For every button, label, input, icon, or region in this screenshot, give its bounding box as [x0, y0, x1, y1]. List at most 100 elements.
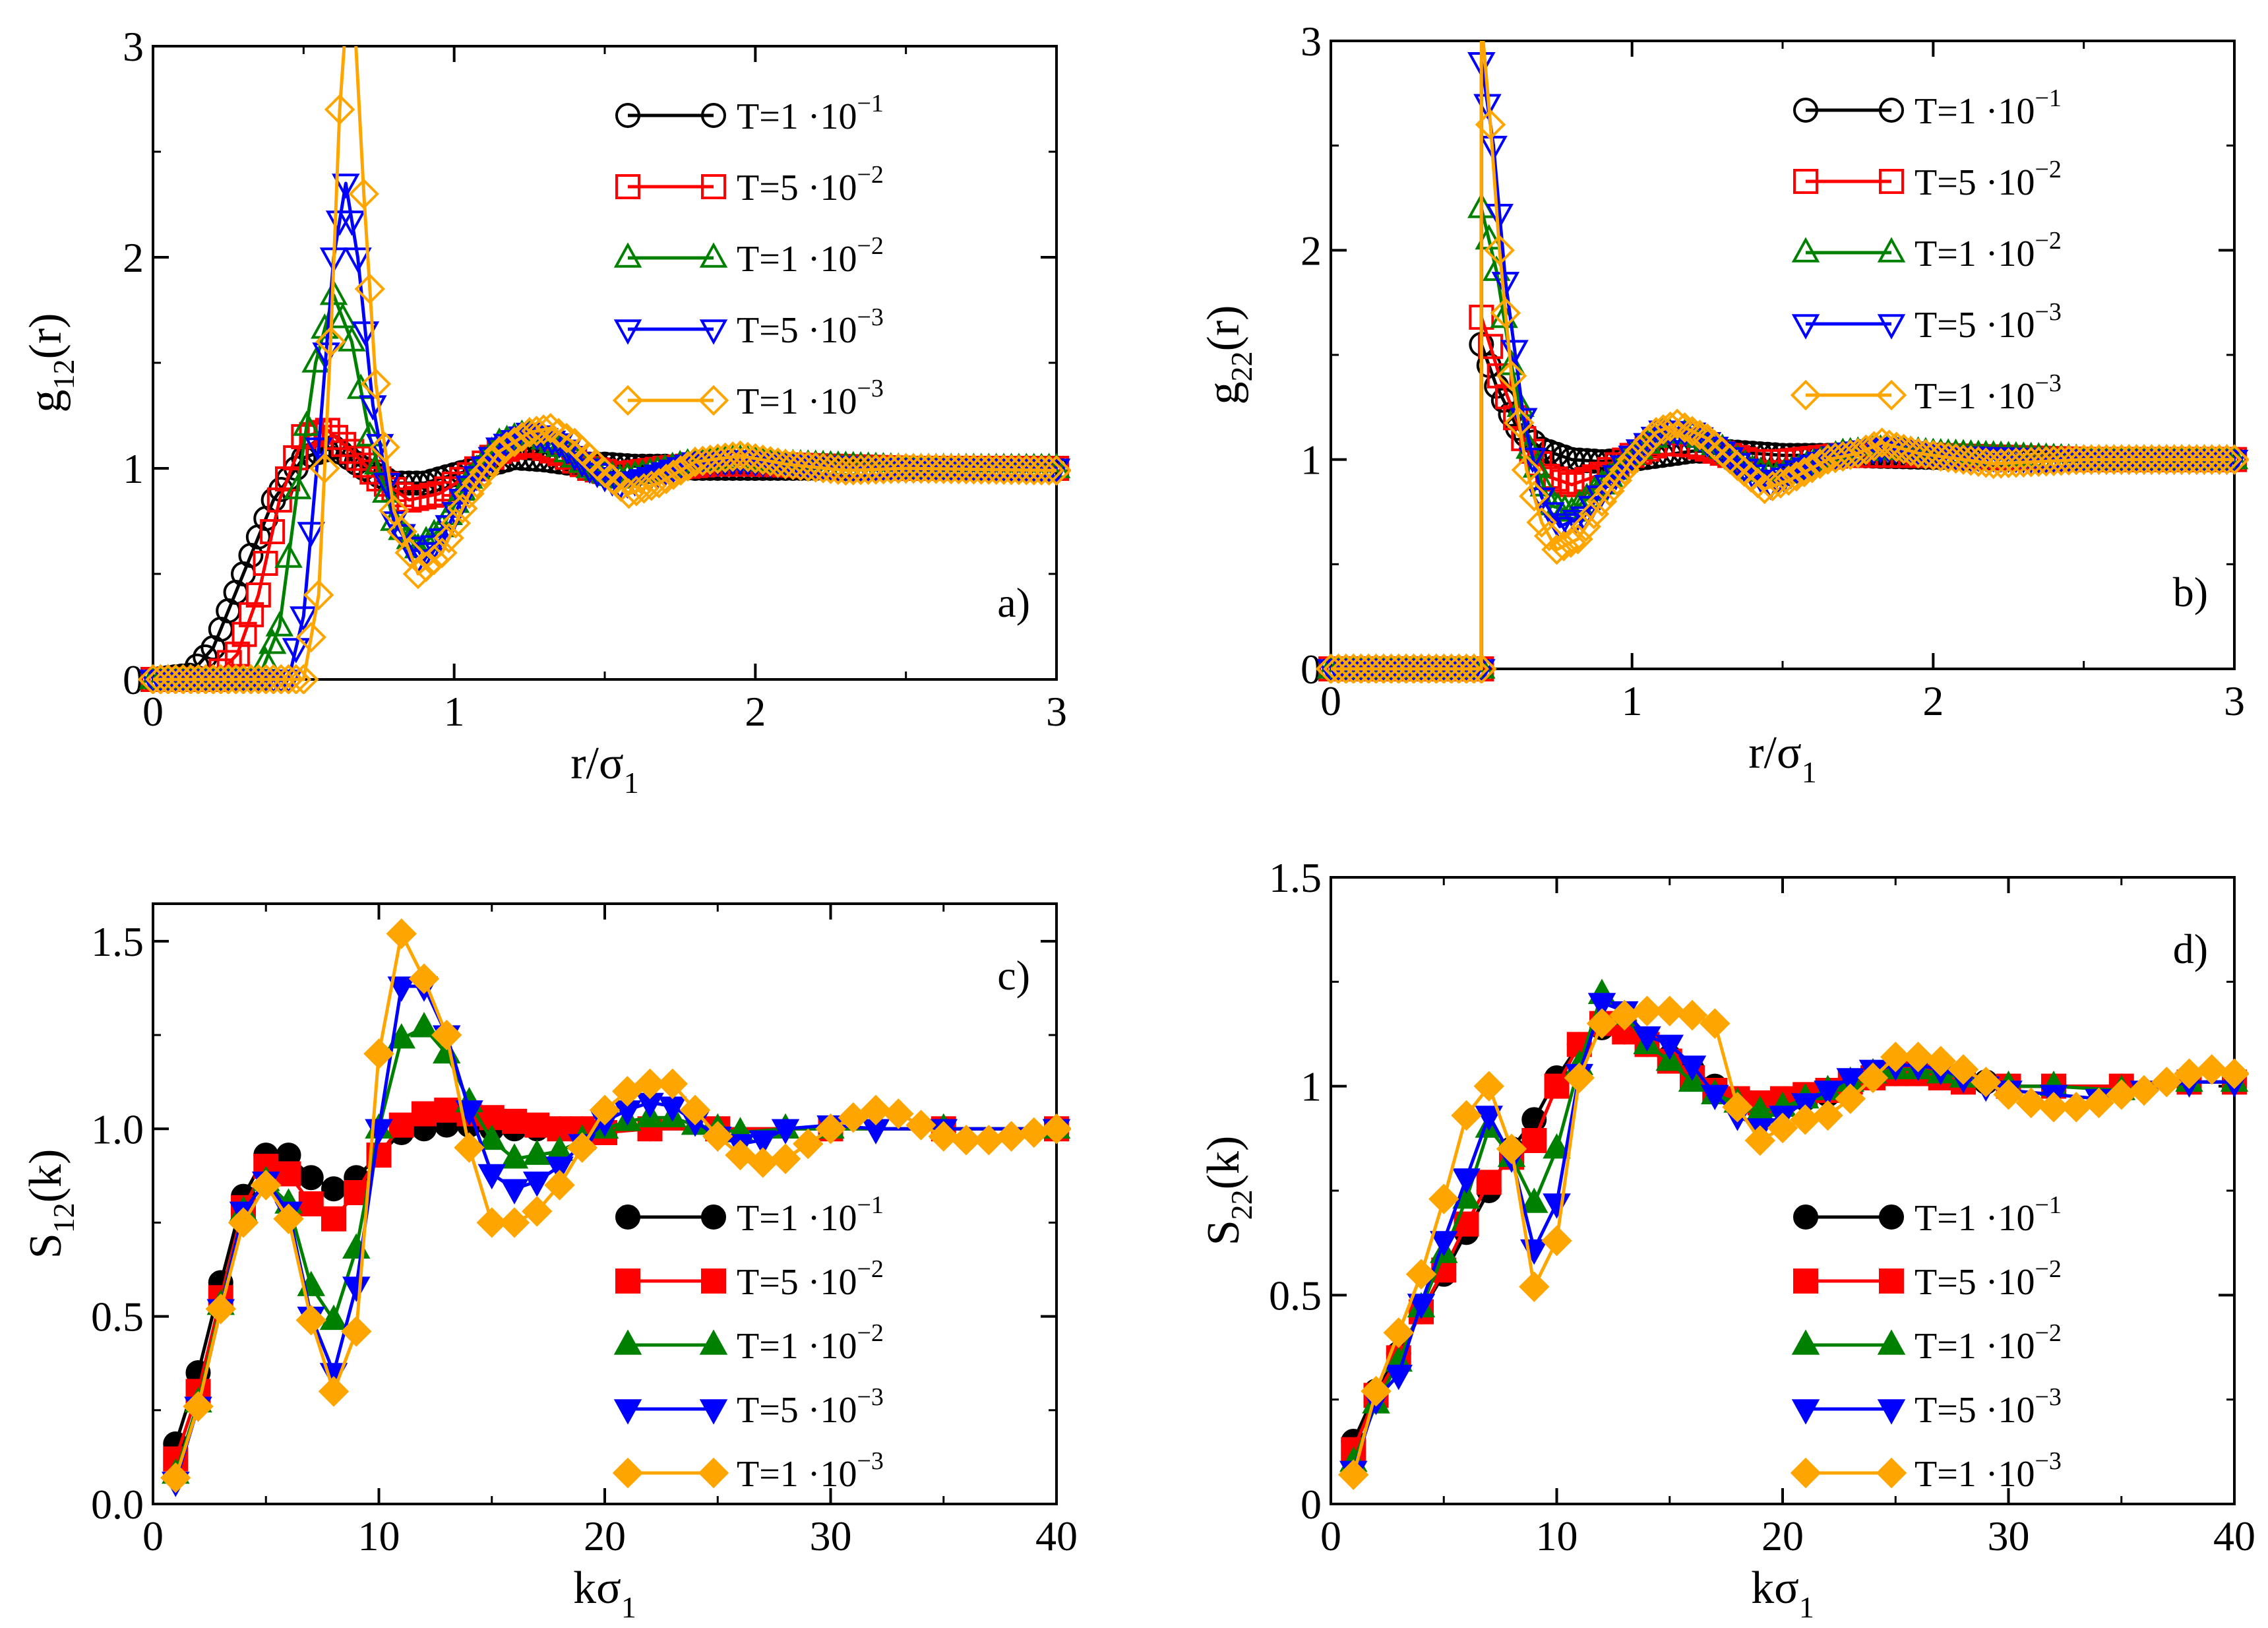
- data-point: [1468, 7, 1495, 34]
- data-point: [386, 516, 417, 548]
- x-tick-label: 20: [584, 1513, 626, 1559]
- legend-entry-T5e-2: T=5 ·10−2: [1793, 1255, 2062, 1303]
- legend-label-exp: −2: [857, 1255, 883, 1283]
- data-point: [1491, 272, 1520, 297]
- data-point: [1368, 653, 1399, 683]
- data-point: [1781, 460, 1812, 492]
- data-point: [1479, 135, 1508, 162]
- data-point: [1796, 453, 1827, 484]
- data-point: [658, 459, 689, 490]
- data-point: [1011, 454, 1042, 485]
- series-line: [153, 46, 1057, 681]
- y-tick-label: 0.5: [1269, 1272, 1322, 1319]
- x-axis-title: r/σ1: [570, 738, 639, 799]
- series-line: [1351, 992, 2234, 1463]
- data-point: [868, 453, 899, 485]
- data-point: [500, 1143, 529, 1169]
- x-axis-title-sub: 1: [1799, 1590, 1814, 1624]
- data-point: [1345, 653, 1376, 683]
- data-point: [815, 1113, 846, 1144]
- legend: T=1 ·10−1 T=5 ·10−2 T=1 ·10−2 T=5 ·10−3 T=1 …: [1790, 84, 2062, 417]
- legend-marker: [701, 103, 726, 128]
- data-point: [388, 1112, 414, 1138]
- y-tick-label: 3: [123, 23, 144, 70]
- data-point: [1518, 447, 1547, 474]
- plot-frame: [1330, 40, 2236, 670]
- legend-entry-T1e-2: T=1 ·10−2: [613, 1319, 884, 1367]
- legend-label: T=1 ·10−2: [1915, 1319, 2062, 1367]
- data-point: [1451, 1100, 1482, 1131]
- data-point: [628, 473, 659, 504]
- legend-marker: [1790, 379, 1822, 411]
- legend-entry-T1e-3: T=1 ·10−3: [612, 375, 884, 422]
- legend-entry-T1e-1: T=1 ·10−1: [1793, 1191, 2062, 1239]
- data-point: [2219, 444, 2249, 475]
- legend-marker: [701, 1268, 726, 1294]
- legend-marker: [1879, 1205, 1904, 1230]
- data-point: [338, 326, 366, 352]
- data-point: [1330, 653, 1362, 683]
- data-point: [1384, 1364, 1413, 1391]
- data-point: [890, 453, 921, 484]
- data-point: [273, 1203, 304, 1234]
- data-point: [1661, 408, 1693, 439]
- data-point: [2038, 445, 2069, 477]
- legend: T=1 ·10−1 T=5 ·10−2 T=1 ·10−2 T=5 ·10−3 T=1 …: [1790, 1191, 2062, 1495]
- data-point: [1526, 507, 1557, 538]
- data-point: [1882, 438, 1910, 464]
- data-point: [321, 1176, 346, 1202]
- data-point: [2075, 444, 2107, 475]
- legend-entry-T1e-3: T=1 ·10−3: [612, 1447, 884, 1495]
- data-point: [1814, 1080, 1842, 1106]
- legend-label-exp: −3: [2035, 1447, 2061, 1475]
- data-point: [1804, 448, 1835, 480]
- data-point: [1476, 1170, 1502, 1195]
- data-point: [1749, 473, 1780, 505]
- data-point: [290, 606, 318, 632]
- data-point: [643, 468, 675, 499]
- data-point: [274, 670, 303, 694]
- data-point: [2196, 1054, 2227, 1085]
- legend-label: T=1 ·10−2: [737, 1319, 884, 1367]
- series-T1e-3: [138, 46, 1071, 694]
- data-point: [224, 641, 250, 667]
- data-point: [1684, 420, 1715, 451]
- data-point: [1874, 437, 1903, 463]
- data-point: [500, 1179, 529, 1205]
- data-point: [1757, 470, 1789, 502]
- data-point: [168, 664, 199, 694]
- y-tick-label: 1: [1301, 1063, 1322, 1110]
- data-point: [303, 579, 334, 611]
- data-point: [387, 976, 415, 1002]
- data-point: [346, 445, 371, 471]
- legend-label: T=5 ·10−3: [737, 1383, 884, 1431]
- panel-label: c): [997, 952, 1030, 999]
- legend-label: T=1 ·10−1: [1915, 84, 2062, 132]
- data-point: [198, 664, 229, 694]
- data-point: [2220, 449, 2249, 476]
- legend-entry-T1e-2: T=1 ·10−2: [613, 232, 884, 280]
- x-axis-title-sub: 1: [1802, 755, 1817, 789]
- legend-marker: [1876, 1457, 1907, 1489]
- legend-label-exp: −3: [857, 303, 883, 331]
- data-point: [297, 522, 325, 548]
- data-point: [434, 1097, 460, 1123]
- legend-label-exp: −2: [857, 161, 883, 189]
- data-point: [282, 638, 311, 664]
- legend-marker: [1877, 237, 1906, 263]
- data-point: [2083, 1087, 2114, 1119]
- data-point: [521, 416, 552, 447]
- data-point: [1041, 454, 1071, 486]
- data-point: [1026, 454, 1057, 486]
- series-T5e-3: [1316, 51, 2249, 683]
- legend-marker: [1793, 98, 1818, 123]
- data-point: [175, 664, 206, 694]
- data-point: [1827, 441, 1858, 472]
- data-point: [344, 247, 372, 273]
- data-point: [613, 478, 644, 509]
- legend-marker: [699, 319, 728, 345]
- legend-label-exp: −2: [2035, 1255, 2061, 1283]
- data-point: [544, 1170, 575, 1201]
- series-line: [1331, 41, 2234, 671]
- panel-c: 0 10 20 30 40 0.0 0.5 1.0 1.5 kσ1 S12(k) c) T=1 ·10−…: [20, 902, 1078, 1624]
